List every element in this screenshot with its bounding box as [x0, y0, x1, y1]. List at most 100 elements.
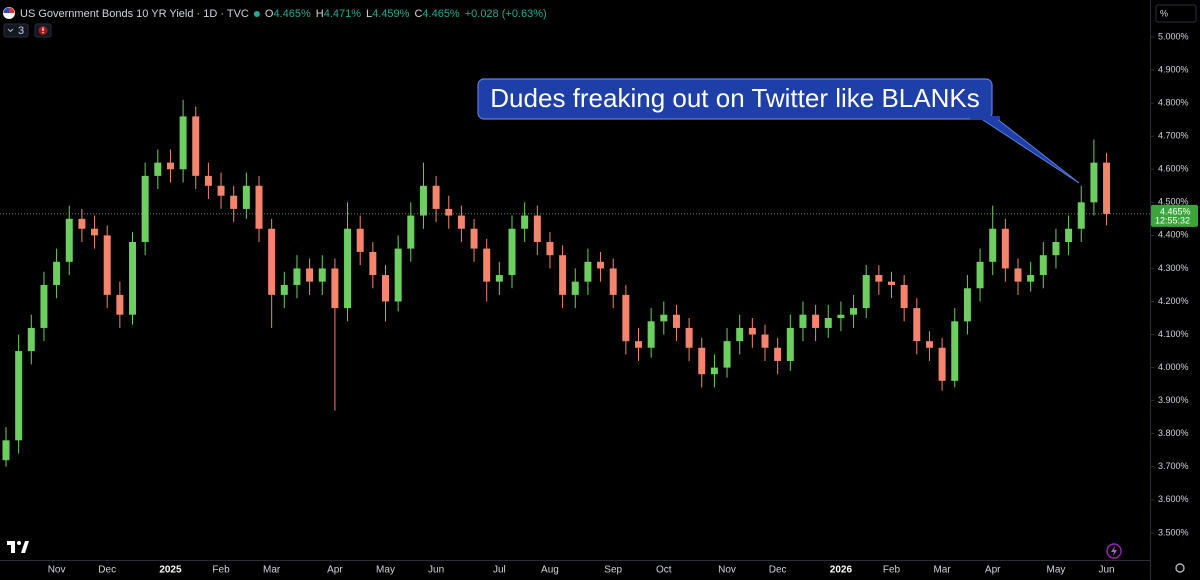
lightning-icon — [1111, 546, 1117, 556]
x-tick-label: 2026 — [830, 565, 853, 576]
x-tick-label: Apr — [327, 565, 343, 576]
y-tick-label: 4.400% — [1158, 230, 1189, 240]
candle-body — [432, 185, 440, 209]
callout-join — [970, 116, 1000, 120]
candle-body — [723, 341, 731, 368]
candle-body — [1065, 228, 1073, 242]
candle-body — [1090, 162, 1098, 203]
candle-body — [546, 241, 554, 256]
alert-icon — [42, 32, 44, 34]
candle-body — [419, 185, 427, 216]
last-price-box — [1151, 204, 1198, 227]
candle-body — [837, 314, 845, 319]
candle-body — [508, 228, 516, 276]
candle-body — [53, 261, 61, 285]
x-tick-label: Nov — [48, 565, 66, 576]
ohlc-key: O — [265, 8, 274, 20]
candle-body — [1014, 268, 1022, 282]
candle-body — [850, 308, 858, 315]
lightning-button[interactable] — [1106, 543, 1122, 559]
tv-logo[interactable] — [7, 541, 29, 553]
candle-body — [382, 275, 389, 302]
candle-body — [571, 281, 579, 295]
ohlc-value: 4.459% — [372, 8, 410, 20]
settings-button[interactable] — [1175, 563, 1185, 573]
ohlc-key: H — [316, 8, 324, 20]
callout-box — [477, 78, 993, 120]
candle-body — [457, 215, 465, 229]
candle-body — [154, 162, 162, 176]
candle-body — [799, 314, 807, 328]
x-tick-label: Jun — [1098, 565, 1114, 576]
candle-body — [660, 314, 668, 322]
candle-body — [1039, 255, 1047, 276]
candle-body — [875, 275, 883, 282]
candle-body — [698, 347, 706, 375]
y-tick-label: 4.300% — [1158, 263, 1189, 273]
x-tick-label: Mar — [263, 565, 281, 576]
logo-shape — [7, 541, 15, 553]
unit-label: % — [1160, 8, 1168, 18]
candle-body — [192, 116, 200, 176]
candle-body — [166, 162, 174, 170]
candle-body — [217, 185, 225, 196]
candle-body — [129, 241, 136, 315]
candle-body — [685, 327, 693, 348]
header: US Government Bonds 10 YR Yield · 1D · T… — [3, 7, 547, 38]
candle-body — [470, 228, 478, 249]
change-value: +0.028 (+0.63%) — [465, 8, 547, 20]
x-tick-label: Feb — [883, 565, 901, 576]
candle-body — [559, 255, 567, 295]
candle-body — [356, 228, 364, 252]
x-tick-label: May — [1046, 565, 1065, 576]
x-tick-label: Feb — [212, 565, 230, 576]
candle-body — [976, 261, 984, 289]
candle-body — [141, 175, 149, 242]
candle-body — [242, 185, 250, 209]
chevron — [7, 28, 14, 33]
candle-body — [204, 175, 212, 186]
x-tick-label: Dec — [98, 565, 116, 576]
symbol-title[interactable]: US Government Bonds 10 YR Yield · 1D · T… — [20, 8, 249, 20]
candle-body — [280, 284, 288, 295]
candle-body — [445, 208, 453, 216]
plot-area — [0, 99, 1150, 467]
candle-body — [1027, 275, 1035, 282]
x-tick-label: Sep — [604, 565, 622, 576]
candle-body — [748, 327, 756, 335]
ohlc-value: 4.465% — [273, 8, 311, 20]
indicators-toggle[interactable] — [3, 23, 29, 38]
candle-body — [786, 327, 794, 361]
ohlc-value: 4.465% — [422, 8, 460, 20]
x-tick-label: Aug — [541, 565, 559, 576]
flag-icon — [3, 7, 9, 13]
y-tick-label: 3.500% — [1158, 527, 1189, 537]
candle-body — [483, 248, 491, 282]
annotation-text: Dudes freaking out on Twitter like BLANK… — [490, 83, 979, 113]
candle-body — [609, 268, 617, 295]
y-tick-label: 5.000% — [1158, 31, 1189, 41]
last-price-label: 4.465% — [1160, 206, 1191, 216]
candle-body — [862, 275, 870, 309]
candle-body — [900, 284, 908, 309]
candle-body — [40, 284, 48, 328]
unit-button[interactable] — [1155, 4, 1197, 23]
ohlc-key: C — [414, 8, 422, 20]
y-tick-label: 4.600% — [1158, 164, 1189, 174]
candle-body — [179, 116, 187, 170]
candle-body — [495, 275, 503, 282]
candle-body — [913, 308, 921, 342]
y-tick-label: 3.700% — [1158, 461, 1189, 471]
candle-body — [888, 281, 895, 285]
candle-body — [394, 248, 402, 302]
candle-body — [255, 185, 263, 229]
candle-body — [989, 228, 997, 262]
candle-body — [963, 288, 971, 322]
candle-body — [318, 268, 326, 282]
y-tick-label: 4.000% — [1158, 362, 1189, 372]
candle-body — [951, 321, 959, 381]
countdown-label: 12:55:32 — [1155, 215, 1190, 225]
candle-body — [230, 195, 238, 209]
y-tick-label: 3.600% — [1158, 494, 1189, 504]
